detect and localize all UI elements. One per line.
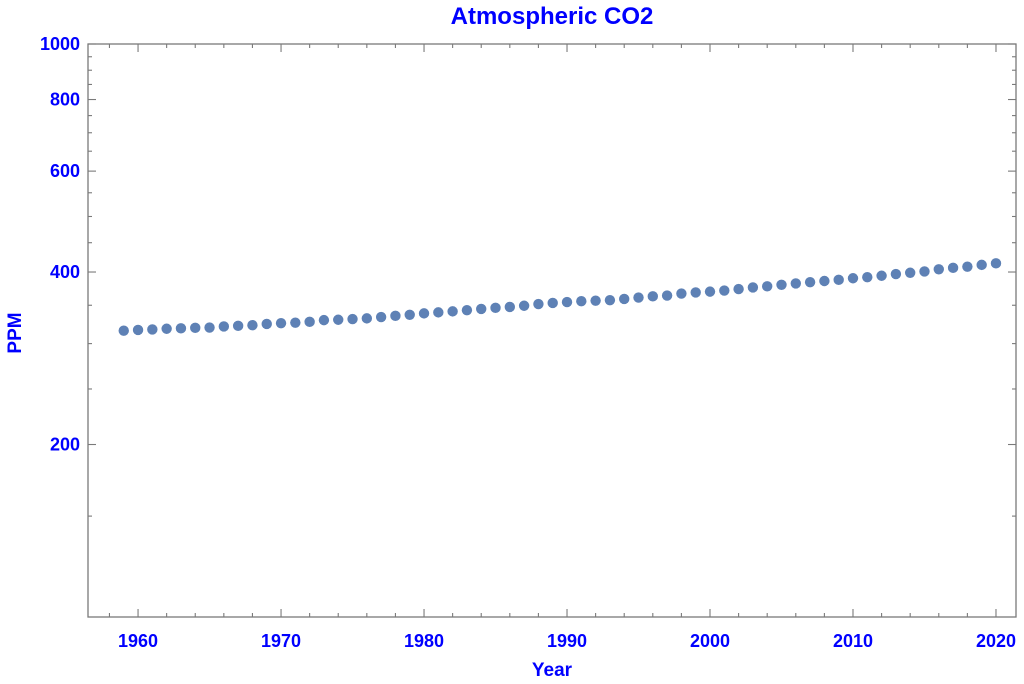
- data-point: [747, 282, 759, 293]
- data-point: [476, 303, 487, 315]
- data-point: [190, 322, 201, 334]
- data-point: [862, 271, 873, 283]
- x-tick-label: 1970: [261, 631, 301, 651]
- data-point: [247, 319, 258, 331]
- data-point: [847, 273, 859, 284]
- data-point: [433, 307, 444, 318]
- y-axis: 200 400 600 800 1000: [40, 34, 1016, 517]
- data-point: [204, 322, 215, 333]
- data-point: [418, 308, 430, 319]
- data-point: [161, 323, 172, 334]
- data-point: [733, 283, 744, 295]
- x-tick-label: 1990: [547, 631, 587, 651]
- data-point: [590, 295, 601, 306]
- data-point: [704, 286, 716, 297]
- data-point: [375, 311, 387, 323]
- data-point: [461, 304, 473, 316]
- data-point: [333, 314, 344, 325]
- data-point: [819, 275, 830, 287]
- data-point: [790, 278, 801, 289]
- data-point: [547, 297, 558, 309]
- data-point: [361, 313, 373, 324]
- x-axis: 1960 1970 1980 1990 2000 2010 2020: [108, 44, 1016, 651]
- data-point: [761, 281, 773, 292]
- data-point: [719, 285, 730, 296]
- y-tick-label: 1000: [40, 34, 80, 54]
- data-point: [990, 258, 1002, 269]
- chart-title: Atmospheric CO2: [451, 3, 654, 30]
- data-points: [118, 258, 1002, 336]
- data-point: [390, 310, 401, 322]
- data-point: [833, 274, 844, 286]
- data-point: [533, 298, 544, 310]
- x-tick-label: 2000: [690, 631, 730, 651]
- data-point: [404, 309, 415, 320]
- data-point: [676, 288, 687, 299]
- data-point: [447, 306, 458, 317]
- data-point: [347, 313, 358, 325]
- data-point: [561, 296, 573, 308]
- data-point: [661, 290, 673, 301]
- data-point: [647, 291, 659, 302]
- x-axis-label: Year: [532, 660, 573, 681]
- data-point: [804, 276, 816, 288]
- data-point: [218, 321, 230, 332]
- data-point: [275, 317, 287, 329]
- data-point: [504, 301, 516, 313]
- x-tick-label: 2010: [833, 631, 873, 651]
- data-point: [147, 324, 158, 335]
- data-point: [962, 261, 973, 272]
- data-point: [118, 325, 129, 336]
- y-tick-label: 400: [50, 262, 80, 282]
- data-point: [690, 287, 701, 298]
- x-tick-label: 1960: [118, 631, 158, 651]
- data-point: [518, 300, 530, 311]
- x-tick-label: 2020: [976, 631, 1016, 651]
- y-tick-label: 600: [50, 161, 80, 181]
- data-point: [490, 302, 501, 314]
- data-point: [175, 323, 187, 334]
- y-tick-label: 800: [50, 90, 80, 110]
- x-tick-label: 1980: [404, 631, 444, 651]
- data-point: [876, 270, 887, 281]
- data-point: [776, 279, 787, 290]
- data-point: [232, 320, 244, 332]
- data-point: [976, 259, 987, 271]
- data-point: [290, 317, 301, 328]
- plot-frame: [87, 43, 1017, 618]
- data-point: [947, 262, 959, 274]
- data-point: [633, 292, 644, 303]
- data-point: [890, 268, 902, 280]
- data-point: [304, 316, 315, 328]
- data-point: [933, 264, 944, 275]
- y-tick-label: 200: [50, 435, 80, 455]
- data-point: [619, 293, 630, 305]
- data-point: [261, 318, 272, 330]
- y-axis-label: PPM: [5, 312, 26, 353]
- data-point: [904, 267, 916, 278]
- data-point: [318, 314, 330, 326]
- data-point: [132, 324, 144, 336]
- data-point: [576, 296, 587, 307]
- data-point: [604, 294, 616, 306]
- data-point: [919, 266, 930, 277]
